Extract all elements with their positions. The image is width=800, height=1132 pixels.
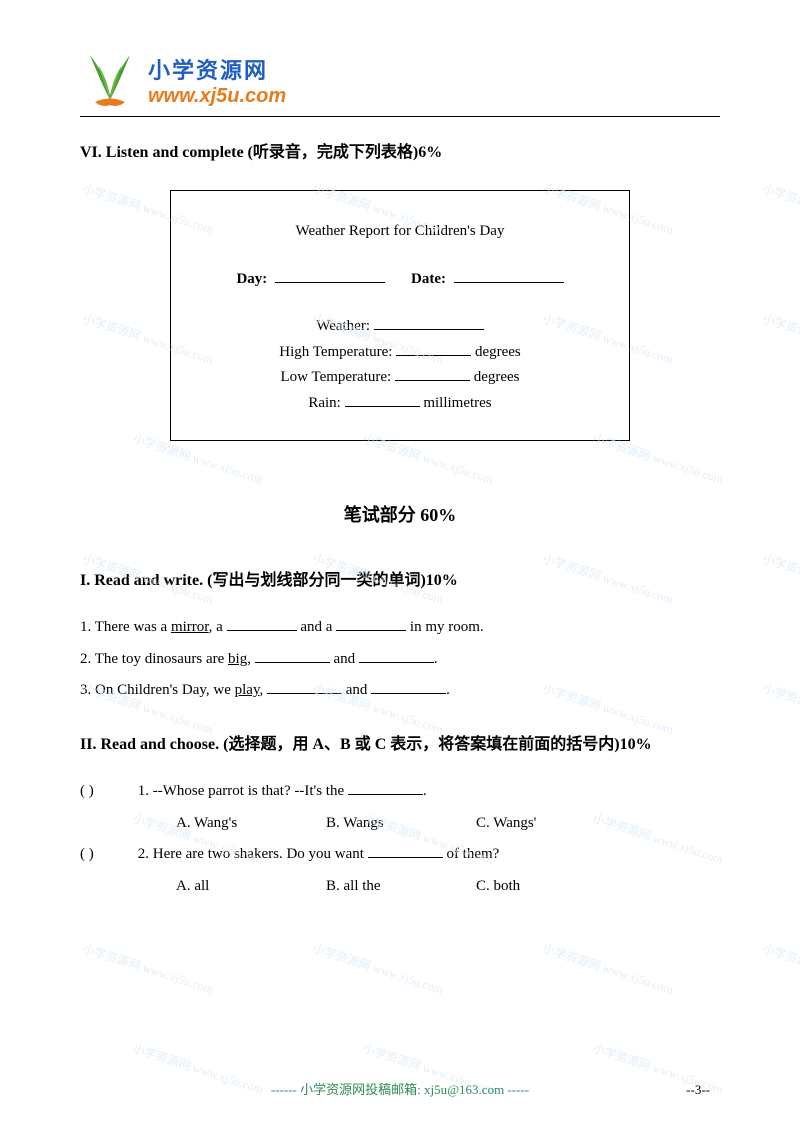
page-number: --3-- — [686, 1082, 710, 1098]
watermark-text: 小学资源网 www.xj5u.com — [761, 179, 800, 237]
q2-text-a: 2. The toy dinosaurs are — [80, 651, 228, 667]
mm-label: millimetres — [423, 395, 491, 411]
header-divider — [80, 116, 720, 117]
q3-underline: play — [235, 682, 260, 698]
q1-paren[interactable]: ( ) — [80, 776, 134, 808]
day-label: Day: — [236, 271, 267, 287]
weather-report-box: Weather Report for Children's Day Day: D… — [170, 190, 630, 441]
rain-blank[interactable] — [345, 392, 420, 407]
q2-opt-b: B. all the — [326, 871, 476, 903]
q1-text-a: 1. There was a — [80, 619, 171, 635]
q3-text-d: . — [446, 682, 450, 698]
q2-underline: big — [228, 651, 247, 667]
q1-text-d: in my room. — [406, 619, 484, 635]
q1-blank-2[interactable] — [336, 616, 406, 631]
q2-paren[interactable]: ( ) — [80, 839, 134, 871]
watermark-text: 小学资源网 www.xj5u.com — [761, 549, 800, 607]
q3-text-c: and — [342, 682, 371, 698]
section-vi-heading: VI. Listen and complete (听录音，完成下列表格)6% — [80, 135, 720, 170]
date-label: Date: — [411, 271, 446, 287]
question-2: 2. The toy dinosaurs are big, and . — [80, 644, 720, 676]
watermark-text: 小学资源网 www.xj5u.com — [81, 939, 216, 997]
q1-stem: 1. --Whose parrot is that? --It's the — [134, 783, 348, 799]
day-blank[interactable] — [275, 268, 385, 283]
q3-blank-2[interactable] — [371, 679, 446, 694]
question-1: 1. There was a mirror, a and a in my roo… — [80, 612, 720, 644]
section-i-heading: I. Read and write. (写出与划线部分同一类的单词)10% — [80, 563, 720, 598]
question-3: 3. On Children's Day, we play, and . — [80, 675, 720, 707]
rain-label: Rain: — [308, 395, 341, 411]
q2-tail: of them? — [443, 846, 500, 862]
q1-text-b: , a — [209, 619, 227, 635]
section-ii-heading: II. Read and choose. (选择题，用 A、B 或 C 表示，将… — [80, 727, 720, 762]
q1-options: A. Wang'sB. WangsC. Wangs' — [80, 808, 720, 840]
q1-underline: mirror — [171, 619, 209, 635]
q2-text-b: , — [247, 651, 255, 667]
q2-blank-1[interactable] — [255, 648, 330, 663]
q1-text-c: and a — [297, 619, 337, 635]
q2-text-d: . — [434, 651, 438, 667]
watermark-text: 小学资源网 www.xj5u.com — [541, 939, 676, 997]
weather-label: Weather: — [316, 318, 370, 334]
date-blank[interactable] — [454, 268, 564, 283]
low-temp-row: Low Temperature: degrees — [191, 365, 609, 391]
q1-opt-a: A. Wang's — [176, 808, 326, 840]
q2-options: A. allB. all theC. both — [80, 871, 720, 903]
low-blank[interactable] — [395, 366, 470, 381]
q1-blank-1[interactable] — [227, 616, 297, 631]
written-section-title: 笔试部分 60% — [80, 501, 720, 527]
watermark-text: 小学资源网 www.xj5u.com — [311, 939, 446, 997]
q2-stem: 2. Here are two shakers. Do you want — [134, 846, 368, 862]
degrees-label-2: degrees — [474, 369, 520, 385]
q3-blank-1[interactable] — [267, 679, 342, 694]
logo-icon — [80, 50, 140, 110]
high-temp-row: High Temperature: degrees — [191, 340, 609, 366]
watermark-text: 小学资源网 www.xj5u.com — [761, 679, 800, 737]
choice-q2: ( ) 2. Here are two shakers. Do you want… — [80, 839, 720, 871]
section-ii-questions: ( ) 1. --Whose parrot is that? --It's th… — [80, 776, 720, 902]
q1-blank[interactable] — [348, 780, 423, 795]
weather-row: Weather: — [191, 314, 609, 340]
choice-q1: ( ) 1. --Whose parrot is that? --It's th… — [80, 776, 720, 808]
q2-text-c: and — [330, 651, 359, 667]
rain-row: Rain: millimetres — [191, 391, 609, 417]
weather-day-date-row: Day: Date: — [191, 267, 609, 293]
degrees-label-1: degrees — [475, 344, 521, 360]
q2-blank[interactable] — [368, 843, 443, 858]
q1-opt-b: B. Wangs — [326, 808, 476, 840]
section-i-questions: 1. There was a mirror, a and a in my roo… — [80, 612, 720, 707]
weather-title: Weather Report for Children's Day — [191, 219, 609, 245]
logo-cn-text: 小学资源网 — [148, 53, 286, 85]
watermark-text: 小学资源网 www.xj5u.com — [761, 309, 800, 367]
logo-area: 小学资源网 www.xj5u.com — [80, 50, 720, 110]
weather-rows: Weather: High Temperature: degrees Low T… — [191, 314, 609, 416]
watermark-text: 小学资源网 www.xj5u.com — [761, 939, 800, 997]
q1-tail: . — [423, 783, 427, 799]
q3-text-b: , — [259, 682, 267, 698]
low-label: Low Temperature: — [280, 369, 391, 385]
high-blank[interactable] — [396, 341, 471, 356]
logo-text-group: 小学资源网 www.xj5u.com — [148, 53, 286, 108]
q2-blank-2[interactable] — [359, 648, 434, 663]
q3-text-a: 3. On Children's Day, we — [80, 682, 235, 698]
q1-opt-c: C. Wangs' — [476, 808, 626, 840]
footer-text: ------ 小学资源网投稿邮箱: xj5u@163.com ----- — [0, 1079, 800, 1098]
q2-opt-a: A. all — [176, 871, 326, 903]
q2-opt-c: C. both — [476, 871, 626, 903]
weather-blank[interactable] — [374, 315, 484, 330]
high-label: High Temperature: — [279, 344, 392, 360]
logo-url-text: www.xj5u.com — [148, 85, 286, 108]
